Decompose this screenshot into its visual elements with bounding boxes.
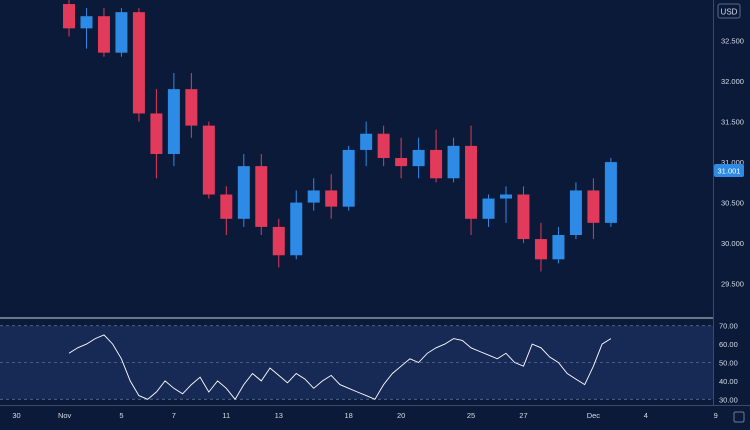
candle-down <box>272 226 285 256</box>
rsi-tick-label: 40.00 <box>719 377 738 386</box>
price-tick-label: 29.500 <box>721 280 744 289</box>
time-tick-label: 27 <box>519 411 527 420</box>
candle-down <box>325 190 338 207</box>
candle-up <box>290 202 303 256</box>
candle-down <box>377 133 390 159</box>
currency-label: USD <box>721 8 738 17</box>
candle-up <box>360 133 373 150</box>
candle-down <box>255 166 268 227</box>
candlestick-series <box>63 0 617 272</box>
candle-up <box>237 166 250 219</box>
candle-up <box>604 162 617 223</box>
time-tick-label: Nov <box>58 411 72 420</box>
rsi-line <box>68 334 612 401</box>
price-tick-label: 32.000 <box>721 77 744 86</box>
price-tick-label: 30.000 <box>721 239 744 248</box>
price-tick-label: 30.500 <box>721 199 744 208</box>
time-tick-label: Dec <box>587 411 601 420</box>
candle-down <box>395 158 408 167</box>
candle-down <box>465 145 478 219</box>
candle-up <box>569 190 582 236</box>
rsi-tick-label: 30.00 <box>719 395 738 404</box>
time-axis: 30 Nov 5 7 11 13 18 20 25 27 Dec 4 9 <box>12 411 717 420</box>
candle-up <box>552 235 565 260</box>
time-tick-label: 30 <box>12 411 20 420</box>
candle-down <box>97 16 110 53</box>
candle-down <box>150 113 163 154</box>
currency-badge[interactable] <box>717 3 741 19</box>
time-tick-label: 4 <box>644 411 648 420</box>
price-tick-label: 32.500 <box>721 37 744 46</box>
candle-down <box>63 4 75 29</box>
price-axis: 32.500 32.000 31.500 31.000 30.500 30.000 29.5… <box>721 37 744 289</box>
candle-up <box>307 190 320 203</box>
time-tick-label: 20 <box>397 411 405 420</box>
candle-down <box>587 190 600 223</box>
rsi-tick-label: 70.00 <box>719 322 738 331</box>
time-tick-label: 5 <box>119 411 123 420</box>
candle-down <box>202 125 215 195</box>
candle-up <box>500 194 512 199</box>
time-tick-label: 9 <box>714 411 718 420</box>
settings-icon[interactable] <box>733 411 745 423</box>
rsi-band-lines <box>0 325 713 400</box>
current-price-tag <box>714 164 744 177</box>
candle-down <box>430 149 443 179</box>
candle-down <box>132 12 145 114</box>
time-tick-label: 7 <box>172 411 176 420</box>
time-tick-label: 13 <box>275 411 283 420</box>
price-tick-label: 31.000 <box>721 158 744 167</box>
candle-up <box>80 16 93 29</box>
candle-up <box>447 145 460 179</box>
time-tick-label: 18 <box>345 411 353 420</box>
time-tick-label: 25 <box>467 411 475 420</box>
candle-down <box>185 89 198 126</box>
candle-up <box>342 149 355 207</box>
candle-up <box>167 89 180 154</box>
current-price-label: 31.001 <box>718 167 741 176</box>
time-tick-label: 11 <box>222 411 230 420</box>
price-tick-label: 31.500 <box>721 118 744 127</box>
rsi-tick-label: 50.00 <box>719 359 738 368</box>
candle-down <box>220 194 233 219</box>
rsi-axis: 70.00 60.00 50.00 40.00 30.00 <box>719 322 738 405</box>
candle-up <box>115 12 128 53</box>
candle-up <box>482 198 495 219</box>
rsi-tick-label: 60.00 <box>719 340 738 349</box>
candle-down <box>534 239 547 260</box>
candle-down <box>517 194 530 240</box>
candle-up <box>412 149 425 167</box>
